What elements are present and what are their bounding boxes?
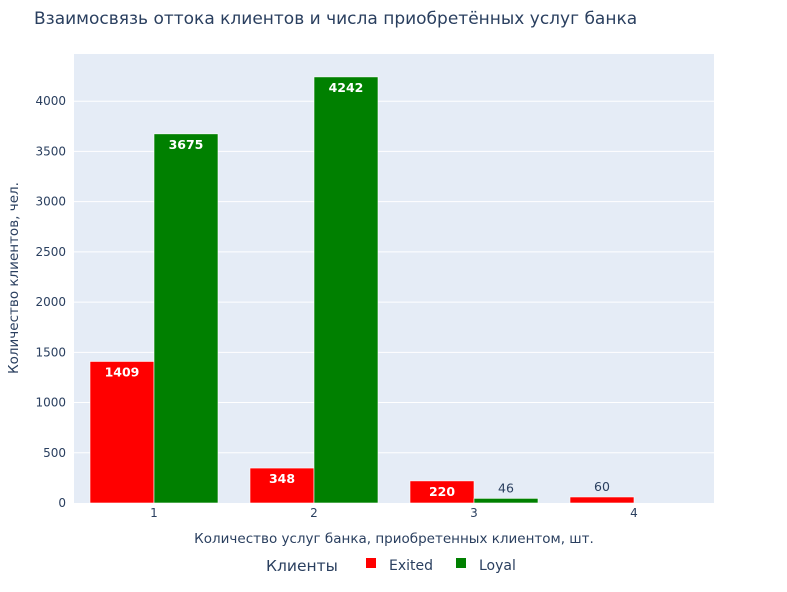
x-axis-ticks: 1 2 3 4 [150, 506, 638, 520]
legend-swatch-loyal[interactable] [456, 558, 466, 568]
y-tick-label: 2000 [35, 295, 66, 309]
bar-loyal-2[interactable] [313, 76, 379, 504]
y-tick-label: 2500 [35, 245, 66, 259]
bar-exited-2[interactable] [249, 467, 315, 504]
y-tick-label: 3000 [35, 195, 66, 209]
x-tick-label: 1 [150, 506, 158, 520]
y-tick-label: 1500 [35, 345, 66, 359]
bar-value-label: 4242 [329, 80, 364, 95]
bar-loyal-1[interactable] [153, 133, 219, 504]
x-tick-label: 4 [630, 506, 638, 520]
y-tick-label: 3500 [35, 144, 66, 158]
bar-loyal-3[interactable] [473, 498, 539, 504]
chart-title: Взаимосвязь оттока клиентов и числа прио… [34, 9, 637, 29]
y-axis-ticks: 0 500 1000 1500 2000 2500 3000 3500 4000 [35, 94, 66, 510]
x-tick-label: 2 [310, 506, 318, 520]
bar-value-label: 220 [429, 484, 455, 499]
bar-exited-3[interactable] [409, 480, 475, 504]
bar-value-label: 348 [269, 471, 295, 486]
legend-label-loyal[interactable]: Loyal [479, 558, 516, 574]
x-tick-label: 3 [470, 506, 478, 520]
y-tick-label: 0 [58, 496, 66, 510]
legend-label-exited[interactable]: Exited [389, 558, 433, 574]
x-axis-label: Количество услуг банка, приобретенных кл… [194, 531, 594, 547]
bar-value-label: 3675 [169, 137, 204, 152]
bar-value-label: 60 [594, 479, 610, 494]
legend-title: Клиенты [266, 557, 338, 575]
bar-exited-4[interactable] [569, 496, 635, 504]
y-tick-label: 1000 [35, 396, 66, 410]
bar-labels: 1409 3675 348 4242 220 46 60 [105, 80, 610, 499]
bar-exited-1[interactable] [89, 361, 155, 504]
y-axis-label: Количество клиентов, чел. [6, 182, 22, 374]
legend-swatch-exited[interactable] [366, 558, 376, 568]
y-tick-label: 4000 [35, 94, 66, 108]
legend: Клиенты Exited Loyal [266, 557, 516, 575]
y-tick-label: 500 [43, 446, 66, 460]
bar-value-label: 1409 [105, 364, 140, 379]
bars [89, 76, 635, 504]
bar-value-label: 46 [498, 480, 514, 495]
